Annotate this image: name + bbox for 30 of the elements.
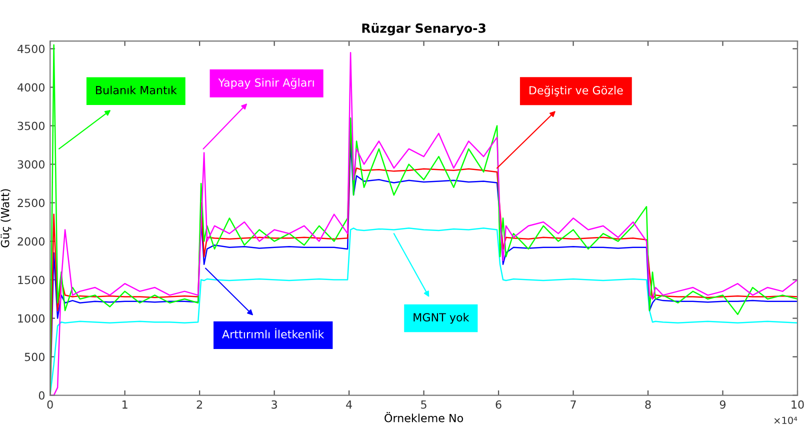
x-tick-label: 5 <box>421 400 426 409</box>
x-axis-title: Örnekleme No <box>384 412 464 422</box>
y-tick-label: 1500 <box>18 276 44 284</box>
x-tick-label: 4 <box>346 400 352 409</box>
y-tick-label: 3500 <box>18 122 44 130</box>
x-tick-label: 10 <box>792 400 804 409</box>
text: Yapay Sinir Ağları <box>218 78 314 89</box>
text: MGNT yok <box>414 312 470 324</box>
y-tick-label: 2000 <box>18 237 44 246</box>
y-tick-label: 3000 <box>18 160 44 169</box>
chart-title: Rüzgar Senaryo-3 <box>362 23 486 36</box>
text: Değiştir ve Gözle <box>530 86 623 97</box>
x-tick-label: 1 <box>122 400 128 409</box>
x-tick-label: 0 <box>47 400 53 409</box>
text: Arttırımlı İletkenlik <box>222 328 324 338</box>
y-tick-label: 4500 <box>18 44 44 54</box>
y-tick-label: 1000 <box>18 314 44 323</box>
x-tick-label: 7 <box>570 400 576 409</box>
y-tick-label: 2500 <box>18 198 44 208</box>
x-tick-label: 2 <box>196 400 202 409</box>
text: Bulanık Mantık <box>96 86 177 94</box>
x-tick-label: 3 <box>272 400 277 409</box>
x-tick-label: 9 <box>720 400 726 409</box>
y-tick-label: 0 <box>38 391 44 400</box>
y-tick-label: 4000 <box>18 83 44 92</box>
y-axis-title: Güç (Watt) <box>0 189 12 248</box>
y-tick-label: 500 <box>24 352 44 362</box>
x-tick-label: 6 <box>496 400 502 409</box>
x-tick-label: 8 <box>645 400 651 409</box>
text: ×10⁴ <box>774 416 798 424</box>
